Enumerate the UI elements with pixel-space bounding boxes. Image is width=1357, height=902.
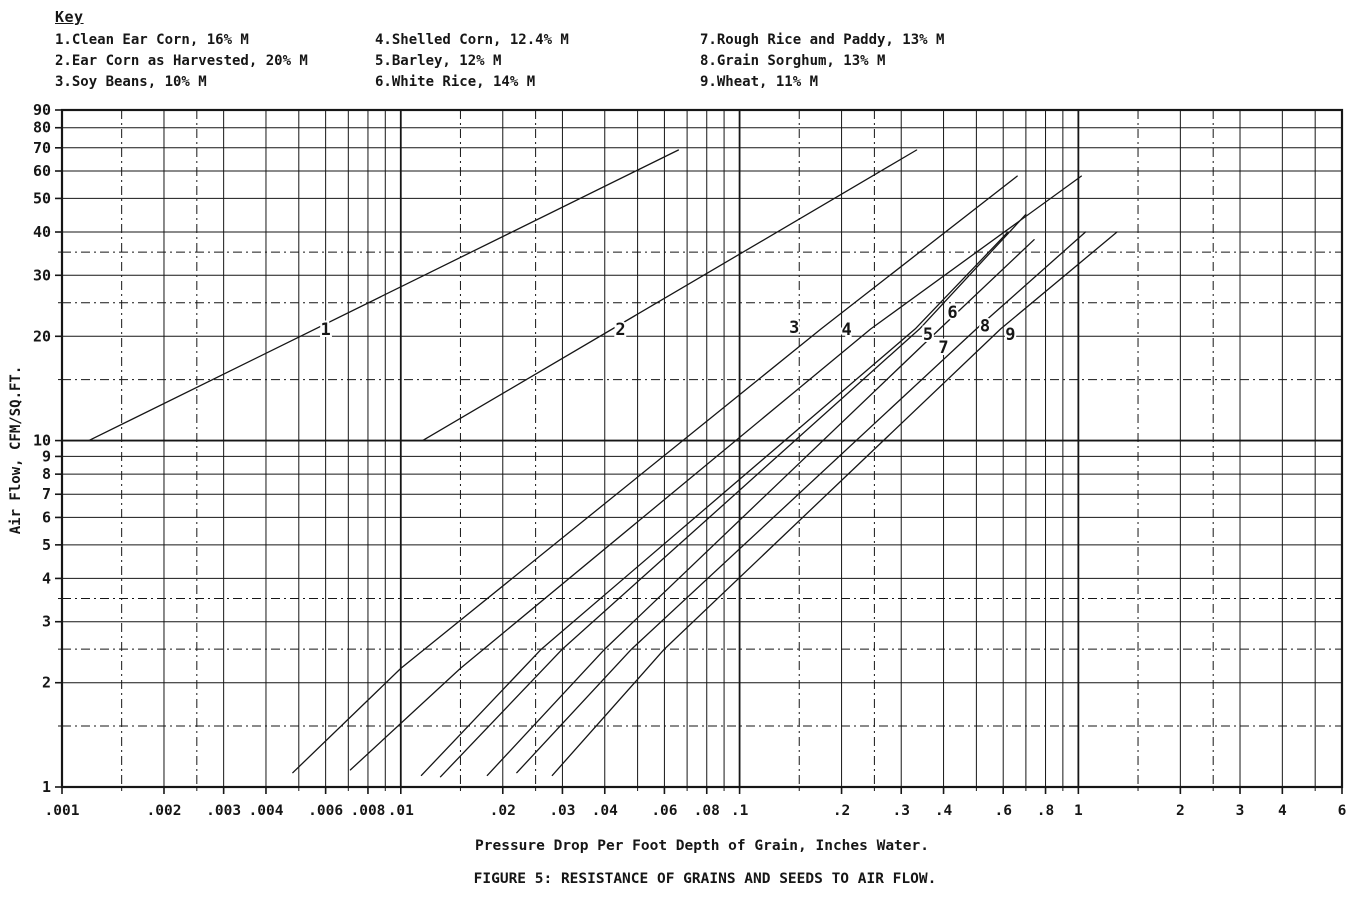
x-tick-label: .08	[694, 803, 720, 819]
key-title: Key	[55, 8, 84, 26]
key-item-1: 1.Clean Ear Corn, 16% M	[55, 32, 249, 48]
y-tick-label: 1	[42, 778, 51, 796]
x-tick-label: .04	[592, 803, 618, 819]
y-tick-label: 20	[33, 327, 51, 345]
x-tick-label: 6	[1338, 803, 1347, 819]
chart-key: Key 1.Clean Ear Corn, 16% M 2.Ear Corn as…	[55, 8, 944, 93]
key-item-4: 4.Shelled Corn, 12.4% M	[375, 32, 569, 48]
curve-6	[439, 213, 1027, 778]
key-column-1: 1.Clean Ear Corn, 16% M 2.Ear Corn as Har…	[55, 30, 375, 93]
curve-3	[292, 175, 1018, 774]
key-columns: 1.Clean Ear Corn, 16% M 2.Ear Corn as Har…	[55, 30, 944, 93]
curve-label-7: 7	[938, 338, 948, 358]
x-tick-label: .4	[935, 803, 953, 819]
curve-7	[486, 239, 1035, 777]
x-tick-label: 4	[1278, 803, 1287, 819]
y-tick-label: 3	[42, 613, 51, 631]
curve-label-2: 2	[615, 320, 625, 340]
plot-frame	[60, 108, 1344, 789]
curve-5	[420, 231, 1009, 777]
x-tick-label: .006	[308, 803, 343, 819]
curve-1	[88, 149, 680, 442]
y-tick-label: 7	[42, 485, 51, 503]
y-tick-label: 70	[33, 139, 51, 157]
x-tick-label: .003	[206, 803, 241, 819]
y-tick-label: 8	[42, 465, 51, 483]
key-column-2: 4.Shelled Corn, 12.4% M 5.Barley, 12% M 6.…	[375, 30, 700, 93]
x-tick-label: 2	[1176, 803, 1185, 819]
curve-label-9: 9	[1005, 325, 1015, 345]
figure-caption: FIGURE 5: RESISTANCE OF GRAINS AND SEEDS…	[473, 871, 937, 887]
key-item-6: 6.White Rice, 14% M	[375, 74, 536, 90]
y-tick-label: 90	[33, 101, 51, 119]
x-tick-label: .6	[994, 803, 1011, 819]
x-tick-label: 3	[1236, 803, 1245, 819]
x-tick-label: .03	[549, 803, 575, 819]
y-tick-label: 60	[33, 162, 51, 180]
x-tick-label: .3	[892, 803, 909, 819]
x-tick-label: .02	[490, 803, 516, 819]
x-tick-label: .2	[833, 803, 850, 819]
y-tick-label: 2	[42, 674, 51, 692]
x-tick-label: .008	[350, 803, 385, 819]
y-tick-label: 5	[42, 536, 51, 554]
y-tick-label: 4	[42, 569, 51, 587]
x-tick-label: 1	[1074, 803, 1083, 819]
x-tick-label: .1	[731, 803, 749, 819]
key-item-3: 3.Soy Beans, 10% M	[55, 74, 207, 90]
y-tick-label: 50	[33, 189, 51, 207]
curve-label-8: 8	[980, 316, 990, 336]
curve-label-6: 6	[947, 303, 957, 323]
x-axis-title: Pressure Drop Per Foot Depth of Grain, I…	[475, 838, 929, 854]
curve-label-5: 5	[923, 325, 933, 345]
key-column-3: 7.Rough Rice and Paddy, 13% M 8.Grain Sor…	[700, 30, 944, 93]
key-item-8: 8.Grain Sorghum, 13% M	[700, 53, 886, 69]
y-tick-label: 10	[33, 432, 51, 450]
x-tick-label: .004	[249, 803, 284, 819]
curve-label-4: 4	[842, 320, 852, 340]
curve-label-1: 1	[321, 320, 331, 340]
x-tick-label: .06	[651, 803, 677, 819]
curve-8	[516, 231, 1087, 774]
key-item-9: 9.Wheat, 11% M	[700, 74, 819, 90]
y-axis-title: Air Flow, CFM/SQ.FT.	[8, 365, 24, 535]
key-item-7: 7.Rough Rice and Paddy, 13% M	[700, 32, 945, 48]
curve-9	[551, 231, 1118, 777]
curve-4	[349, 175, 1082, 771]
y-tick-label: 9	[42, 447, 51, 465]
curve-2	[421, 149, 918, 442]
x-tick-label: .01	[388, 803, 414, 819]
y-tick-label: 40	[33, 223, 51, 241]
y-tick-label: 6	[42, 508, 51, 526]
x-tick-label: .8	[1037, 803, 1054, 819]
key-item-5: 5.Barley, 12% M	[375, 53, 502, 69]
key-item-2: 2.Ear Corn as Harvested, 20% M	[55, 53, 308, 69]
x-tick-label: .002	[147, 803, 182, 819]
y-tick-label: 80	[33, 119, 51, 137]
curve-label-3: 3	[789, 318, 799, 338]
y-tick-label: 30	[33, 266, 51, 284]
x-tick-label: .001	[45, 803, 80, 819]
